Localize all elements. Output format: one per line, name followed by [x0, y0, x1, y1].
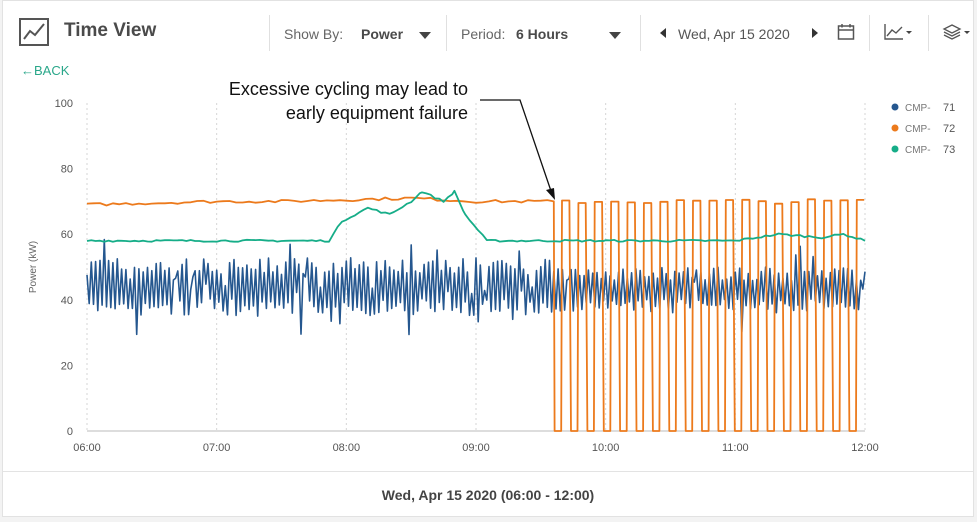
previous-date-icon[interactable] — [660, 28, 666, 38]
y-tick-label: 60 — [61, 229, 73, 241]
legend-marker — [891, 145, 899, 153]
series-line-cmp-71 — [86, 238, 866, 336]
back-link[interactable]: ←BACK — [21, 63, 70, 78]
legend-marker — [891, 124, 899, 132]
series-line-cmp-72 — [86, 196, 865, 432]
show-by-dropdown[interactable]: Power — [361, 26, 404, 42]
annotation-text-line-1: Excessive cycling may lead to — [229, 79, 468, 99]
page-title: Time View — [64, 20, 157, 41]
legend-marker — [891, 103, 899, 111]
period-label: Period: — [461, 26, 506, 42]
x-tick-label: 06:00 — [73, 442, 101, 454]
x-tick-label: 10:00 — [592, 442, 620, 454]
x-tick-label: 07:00 — [203, 442, 231, 454]
x-tick-label: 08:00 — [333, 442, 361, 454]
line-chart-icon — [19, 18, 49, 46]
divider — [269, 15, 270, 51]
legend-value: 71 — [943, 102, 955, 114]
period-dropdown[interactable]: 6 Hours — [516, 26, 569, 42]
y-tick-label: 0 — [67, 426, 73, 438]
y-tick-label: 40 — [61, 295, 73, 307]
divider — [928, 15, 929, 51]
date-range-label: Wed, Apr 15 2020 (06:00 - 12:00) — [381, 487, 595, 503]
calendar-icon[interactable] — [837, 23, 855, 41]
footer-divider — [3, 471, 973, 472]
x-tick-label: 12:00 — [851, 442, 879, 454]
y-tick-label: 80 — [61, 164, 73, 176]
annotation-arrowhead — [546, 188, 555, 200]
legend-label: CMP- — [905, 145, 931, 156]
chevron-down-icon[interactable] — [419, 32, 431, 39]
x-tick-label: 09:00 — [462, 442, 490, 454]
legend-label: CMP- — [905, 124, 931, 135]
divider — [640, 15, 641, 51]
chart-type-icon[interactable] — [883, 23, 913, 41]
series-line-cmp-73 — [86, 189, 866, 243]
legend-value: 73 — [943, 144, 955, 156]
legend-value: 72 — [943, 123, 955, 135]
annotation-arrow — [480, 99, 552, 192]
y-tick-label: 100 — [55, 98, 73, 110]
divider — [446, 15, 447, 51]
annotation-text-line-2: early equipment failure — [286, 103, 468, 123]
y-axis-label: Power (kW) — [28, 241, 39, 293]
x-tick-label: 11:00 — [722, 442, 749, 454]
power-chart: 0 20 40 60 80 100 Power (kW) 06:00 07:00 08:00 09… — [28, 79, 955, 454]
chevron-down-icon[interactable] — [609, 32, 621, 39]
show-by-label: Show By: — [284, 26, 344, 42]
toolbar: Time View Show By: Power Period: 6 Hours… — [3, 1, 973, 63]
date-display: Wed, Apr 15 2020 — [678, 26, 790, 42]
divider — [869, 15, 870, 51]
layers-icon[interactable] — [942, 23, 972, 41]
legend-label: CMP- — [905, 103, 931, 114]
y-tick-label: 20 — [61, 360, 73, 372]
next-date-icon[interactable] — [812, 28, 818, 38]
